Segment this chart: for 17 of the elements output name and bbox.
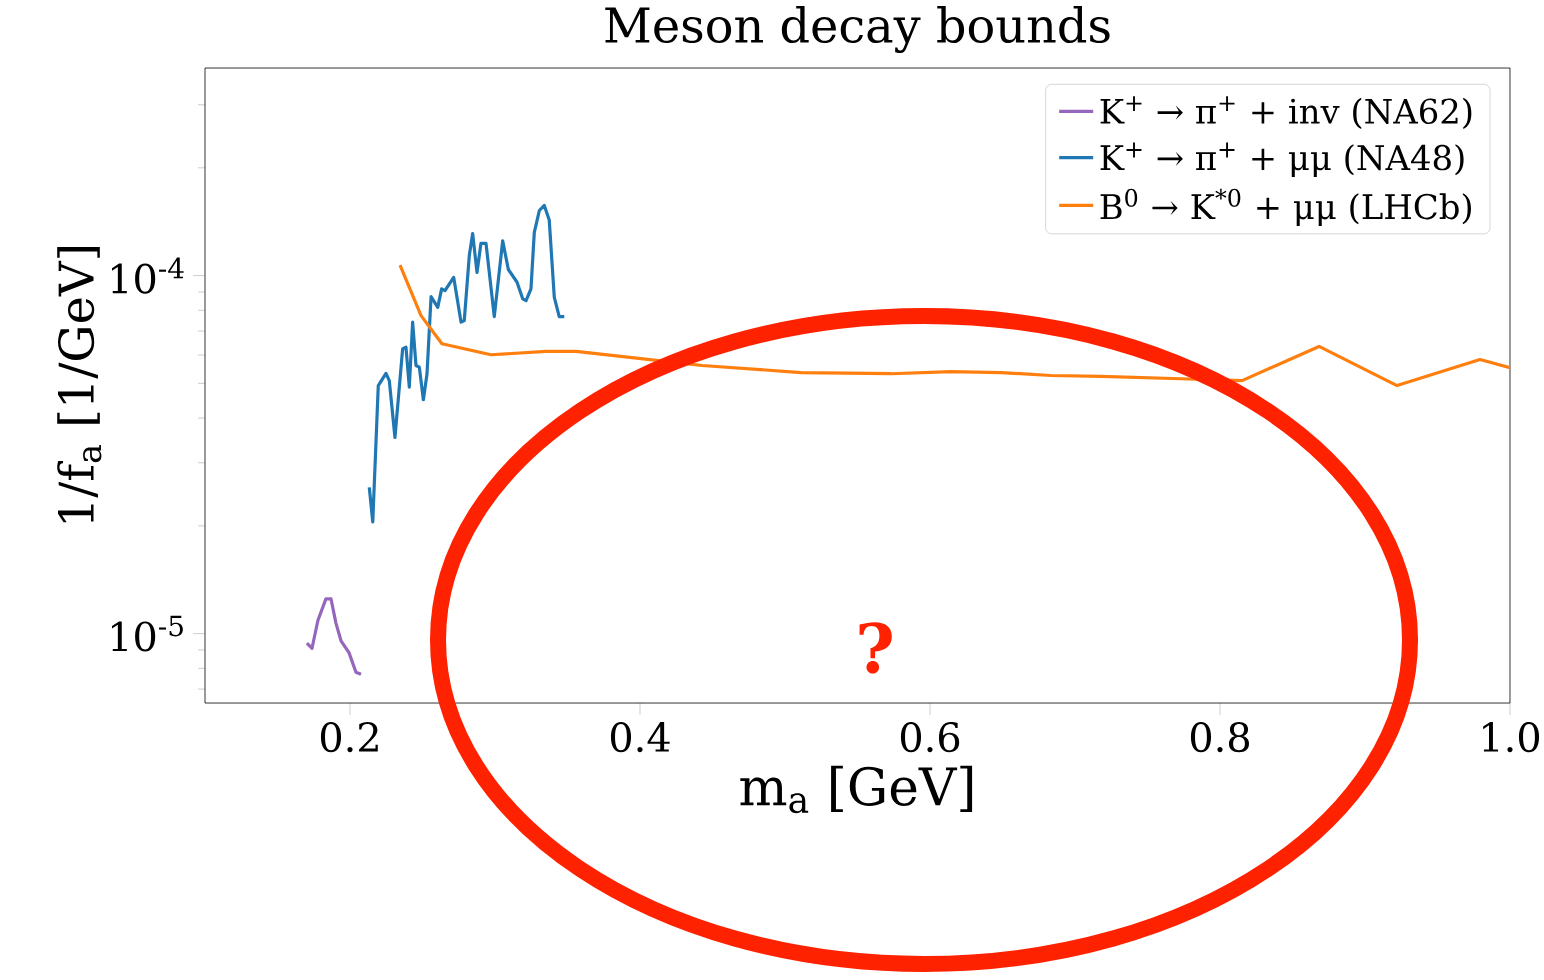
y-tick-label: 10$^{-4}$ [112,257,184,294]
annotation: ? [859,622,892,674]
legend-label: B$^{0}$ → K$^{*0}$ + μμ (LHCb) [1100,188,1471,226]
legend-label: K$^{+}$ → π$^{+}$ + inv (NA62) [1100,96,1472,129]
y-tick-label: 10$^{-5}$ [112,615,183,652]
x-tick-label: 0.6 [900,722,960,753]
line-series [367,203,566,524]
legend-label: K$^{+}$ → π$^{+}$ + μμ (NA48) [1100,142,1464,177]
x-axis-title: m$_{a}$ [GeV] [740,765,973,814]
line-series [398,263,1510,388]
x-tick-label: 0.4 [610,722,670,753]
line-series [305,597,363,676]
x-tick-label: 1.0 [1483,722,1540,753]
x-tick-label: 0.2 [320,722,378,753]
y-axis-title: 1/f$_{a}$ [1/GeV] [57,247,102,523]
chart-title: Meson decay bounds [605,6,1110,54]
x-tick-label: 0.8 [1190,722,1249,753]
